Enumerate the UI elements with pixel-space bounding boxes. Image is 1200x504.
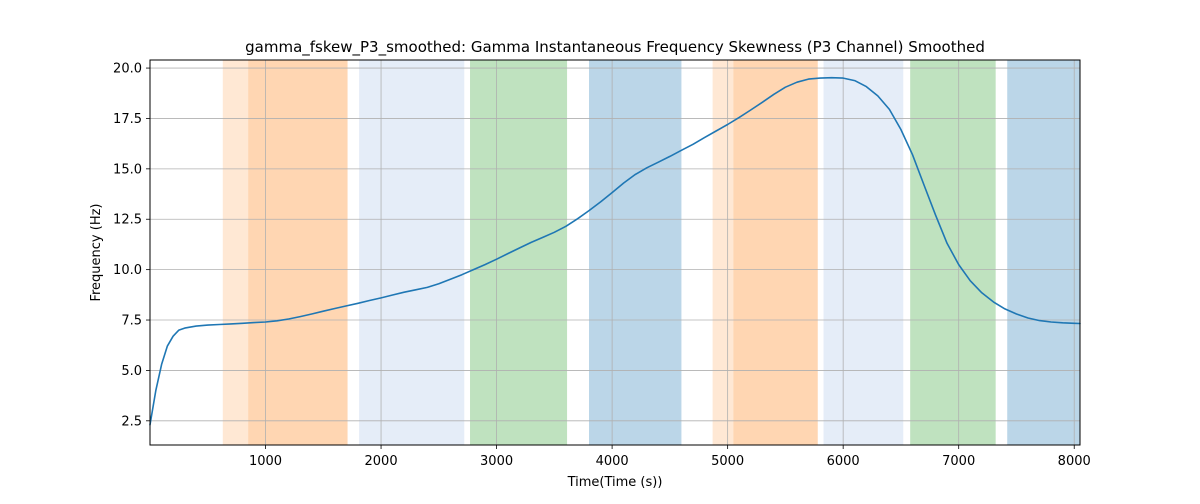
shaded-bands	[222, 60, 1080, 445]
x-tick-label: 6000	[827, 454, 860, 469]
x-axis-label: Time(Time (s))	[567, 475, 663, 490]
x-tick-label: 3000	[480, 454, 513, 469]
y-tick-label: 17.5	[113, 112, 142, 127]
y-tick-label: 12.5	[113, 213, 142, 228]
y-tick-label: 2.5	[121, 414, 142, 429]
shaded-band-1	[222, 60, 249, 445]
series-line-layer	[149, 76, 1081, 426]
shaded-band-7	[733, 60, 818, 445]
series-line	[149, 76, 1081, 426]
axis-ticks: 1000 2000 3000 4000 5000 6000 7000 8000 2.5 5.0 7.…	[113, 62, 1091, 469]
y-axis-label: Frequency (Hz)	[89, 203, 104, 301]
y-tick-label: 7.5	[121, 314, 142, 329]
y-tick-label: 5.0	[121, 364, 142, 379]
shaded-band-10	[1007, 60, 1080, 445]
shaded-band-2	[248, 60, 348, 445]
plot-frame	[149, 59, 1081, 446]
x-tick-label: 5000	[711, 454, 744, 469]
chart-title: gamma_fskew_P3_smoothed: Gamma Instantan…	[245, 38, 985, 57]
x-tick-label: 7000	[942, 454, 975, 469]
grid-lines	[150, 60, 1080, 445]
y-tick-label: 15.0	[113, 162, 142, 177]
shaded-band-6	[712, 60, 734, 445]
x-tick-label: 1000	[249, 454, 282, 469]
x-tick-label: 4000	[596, 454, 629, 469]
shaded-band-3	[359, 60, 465, 445]
x-tick-label: 8000	[1058, 454, 1091, 469]
shaded-band-5	[589, 60, 682, 445]
y-tick-label: 20.0	[113, 62, 142, 77]
shaded-band-4	[470, 60, 568, 445]
x-tick-label: 2000	[365, 454, 398, 469]
shaded-band-8	[823, 60, 904, 445]
y-tick-label: 10.0	[113, 263, 142, 278]
